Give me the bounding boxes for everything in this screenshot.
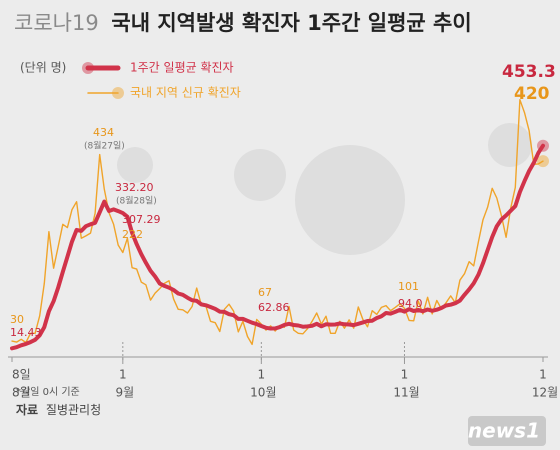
chart-title: 코로나19 국내 지역발생 확진자 1주간 일평균 추이 [14,11,472,35]
logo: news1 [468,419,540,443]
legend-dot [112,87,124,99]
x-tick-label: 1 [258,368,266,382]
x-tick-group: 12월 [532,386,558,400]
x-tick-label: 8일 [12,368,31,382]
source-name: 질병관리청 [46,403,101,417]
x-tick-group: 9월 [115,386,134,400]
value-label: 420 [514,84,550,104]
virus-decoration [117,123,532,255]
x-tick-group: 11월 [393,386,419,400]
source-label: 자료 [16,402,38,417]
value-label: 434 [93,126,114,139]
value-label: 453.3 [502,62,556,82]
average-line [10,143,545,351]
value-label: 222 [122,228,143,241]
end-marker [537,155,549,168]
end-marker [537,139,549,152]
value-label: 307.29 [122,213,161,226]
value-label: 94.0 [398,297,423,310]
date-note: (8월28일) [116,195,157,207]
legend-label: 1주간 일평균 확진자 [130,61,234,75]
value-label: 332.20 [115,181,154,194]
date-note: (8월27일) [84,140,125,152]
source: 자료 질병관리청 [16,402,101,417]
value-label: 67 [258,286,272,299]
value-label: 14.43 [10,326,42,339]
value-label: 62.86 [258,301,290,314]
x-tick-group: 10월 [250,386,276,400]
value-label: 101 [398,280,419,293]
value-label: 30 [10,313,24,326]
x-tick-label: 1 [119,368,127,382]
legend-label: 국내 지역 신규 확진자 [130,86,241,100]
x-tick-label: 1 [401,368,409,382]
x-tick-group: 8월 [12,386,31,400]
x-tick-label: 1 [539,368,547,382]
title-main: 국내 지역발생 확진자 1주간 일평균 추이 [111,11,471,35]
footnote: *각일 0시 기준 [16,386,80,398]
legend-dot [82,62,94,74]
unit-label: (단위 명) [20,61,66,75]
title-prefix: 코로나19 [14,11,99,35]
logo-badge [468,416,546,446]
